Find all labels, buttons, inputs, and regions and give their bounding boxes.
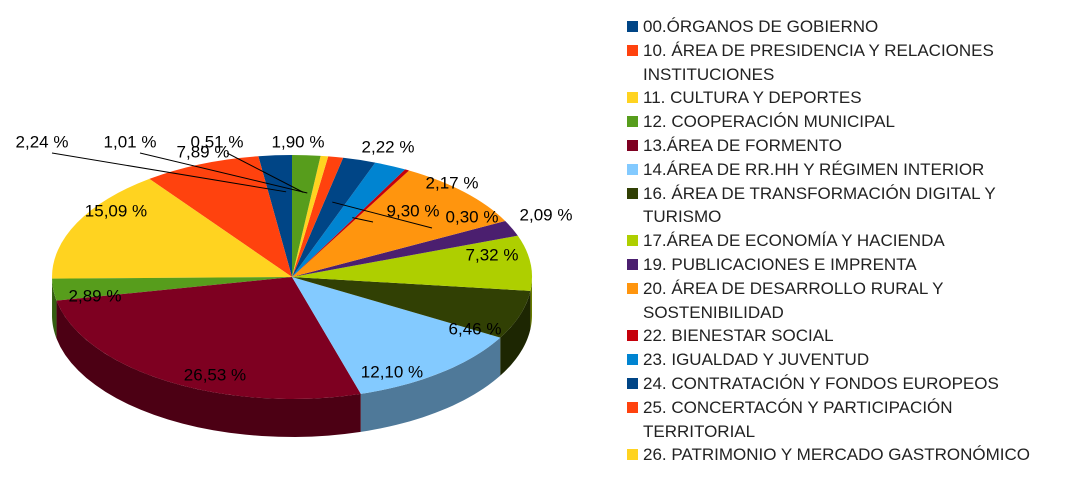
legend-item: 20. ÁREA DE DESARROLLO RURAL Y SOSTENIBI… <box>627 277 1067 325</box>
slice <box>292 169 410 277</box>
data-label: 9,30 % <box>387 201 440 220</box>
leader-line <box>352 217 374 223</box>
legend: 00.ÓRGANOS DE GOBIERNO 10. ÁREA DE PRESID… <box>627 15 1067 467</box>
data-label: 12,10 % <box>361 362 423 381</box>
legend-swatch <box>627 92 638 104</box>
data-label: 2,09 % <box>520 205 573 224</box>
data-label: 7,32 % <box>466 245 519 264</box>
legend-label: 26. PATRIMONIO Y MERCADO GASTRONÓMICO <box>643 445 1030 465</box>
data-label: 1,01 % <box>104 132 157 151</box>
slice <box>292 170 506 277</box>
data-label: 26,53 % <box>184 365 246 384</box>
slice <box>292 235 532 291</box>
legend-label: 12. COOPERACIÓN MUNICIPAL <box>643 112 895 132</box>
legend-swatch <box>627 163 638 175</box>
legend-swatch <box>627 258 638 270</box>
legend-item: 16. ÁREA DE TRANSFORMACIÓN DIGITAL Y TUR… <box>627 182 1067 230</box>
legend-swatch <box>627 235 638 247</box>
legend-label: 16. ÁREA DE TRANSFORMACIÓN DIGITAL Y TUR… <box>643 183 996 227</box>
legend-item: 13.ÁREA DE FORMENTO <box>627 134 1067 158</box>
legend-item: 17.ÁREA DE ECONOMÍA Y HACIENDA <box>627 229 1067 253</box>
data-label: 15,09 % <box>85 201 147 220</box>
legend-swatch <box>627 187 638 199</box>
slice <box>292 155 321 277</box>
legend-item: 10. ÁREA DE PRESIDENCIA Y RELACIONES INS… <box>627 39 1067 87</box>
chart: 2,24 % 7,89 % 15,09 % 2,89 % 26,53 % 12,10 % 6… <box>16 132 573 437</box>
slice-side <box>530 277 532 329</box>
slice <box>51 178 293 279</box>
slice <box>292 220 518 277</box>
slice <box>292 157 376 277</box>
legend-swatch <box>627 116 638 128</box>
legend-item: 26. PATRIMONIO Y MERCADO GASTRONÓMICO <box>627 443 1067 467</box>
slice-side <box>500 290 531 376</box>
legend-label: 14.ÁREA DE RR.HH Y RÉGIMEN INTERIOR <box>643 159 985 179</box>
legend-swatch <box>627 330 638 342</box>
leader-line <box>139 152 308 194</box>
legend-label: 17.ÁREA DE ECONOMÍA Y HACIENDA <box>643 231 945 251</box>
data-label: 1,90 % <box>272 132 325 151</box>
slice <box>258 155 292 277</box>
leader-line <box>51 152 287 193</box>
leader-line <box>332 201 433 229</box>
legend-label: 11. CULTURA Y DEPORTES <box>643 88 862 108</box>
slice-side <box>360 337 501 432</box>
slice-side <box>52 278 57 339</box>
legend-label: 13.ÁREA DE FORMENTO <box>643 135 843 155</box>
legend-swatch <box>627 44 638 56</box>
legend-label: 22. BIENESTAR SOCIAL <box>643 326 834 346</box>
legend-item: 23. IGUALDAD Y JUVENTUD <box>627 348 1067 372</box>
legend-item: 24. CONTRATACIÓN Y FONDOS EUROPEOS <box>627 372 1067 396</box>
legend-swatch <box>627 354 638 366</box>
legend-item: 00.ÓRGANOS DE GOBIERNO <box>627 15 1067 39</box>
data-label: 2,24 % <box>16 132 69 151</box>
slice <box>56 277 361 399</box>
legend-label: 19. PUBLICACIONES E IMPRENTA <box>643 254 917 274</box>
slice <box>52 277 293 301</box>
legend-item: 11. CULTURA Y DEPORTES <box>627 86 1067 110</box>
legend-item: 14.ÁREA DE RR.HH Y RÉGIMEN INTERIOR <box>627 158 1067 182</box>
data-label: 0,30 % <box>446 207 499 226</box>
legend-item: 22. BIENESTAR SOCIAL <box>627 324 1067 348</box>
data-label: 0,51 % <box>191 132 244 151</box>
legend-label: 00.ÓRGANOS DE GOBIERNO <box>643 17 879 36</box>
slice <box>292 156 344 277</box>
slice-side <box>56 300 361 437</box>
slice <box>292 162 406 277</box>
leader-line <box>226 152 304 193</box>
data-label: 6,46 % <box>449 319 502 338</box>
legend-item: 19. PUBLICACIONES E IMPRENTA <box>627 253 1067 277</box>
legend-swatch <box>627 449 638 461</box>
legend-item: 25. CONCERTACÓN Y PARTICIPACIÓN TERRITOR… <box>627 396 1067 444</box>
data-label: 2,89 % <box>69 286 122 305</box>
legend-label: 25. CONCERTACÓN Y PARTICIPACIÓN TERRITOR… <box>643 397 953 441</box>
data-label: 2,17 % <box>426 173 479 192</box>
legend-swatch <box>627 21 638 32</box>
legend-label: 20. ÁREA DE DESARROLLO RURAL Y SOSTENIBI… <box>643 278 944 322</box>
legend-label: 10. ÁREA DE PRESIDENCIA Y RELACIONES INS… <box>643 40 994 84</box>
data-label: 7,89 % <box>177 142 230 161</box>
slice <box>292 277 501 394</box>
legend-swatch <box>627 401 638 413</box>
legend-item: 12. COOPERACIÓN MUNICIPAL <box>627 110 1067 134</box>
slice <box>292 155 329 277</box>
legend-swatch <box>627 139 638 151</box>
legend-label: 23. IGUALDAD Y JUVENTUD <box>643 350 870 370</box>
data-label: 2,22 % <box>362 137 415 156</box>
legend-swatch <box>627 377 638 389</box>
legend-swatch <box>627 282 638 294</box>
slice <box>292 277 531 338</box>
legend-label: 24. CONTRATACIÓN Y FONDOS EUROPEOS <box>643 373 999 393</box>
